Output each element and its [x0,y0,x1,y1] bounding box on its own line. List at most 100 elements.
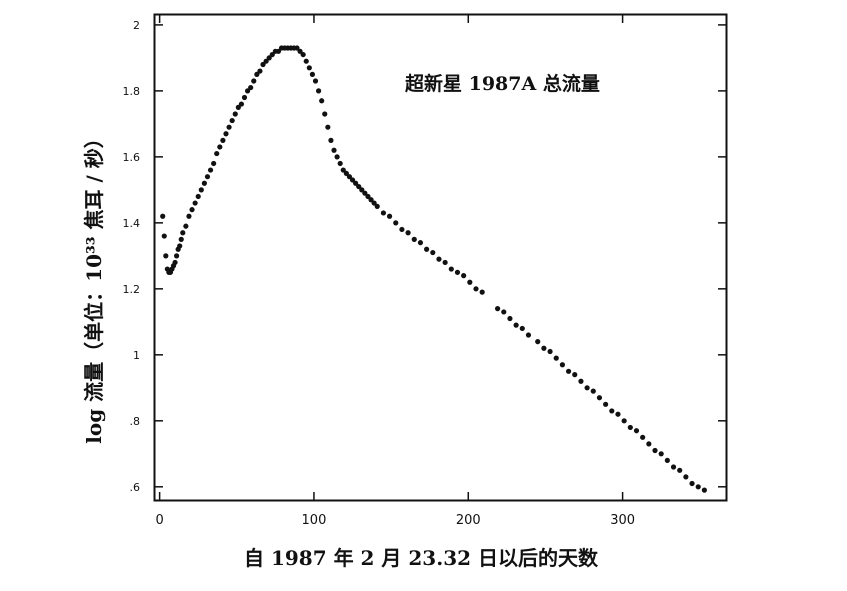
data-point [513,322,519,328]
data-point [174,253,180,259]
data-point [300,51,306,58]
data-point [211,160,217,167]
data-point [590,388,596,394]
data-point [238,101,245,107]
x-axis-label: 自 1987 年 2 月 23.32 日以后的天数 [244,546,599,570]
data-point [603,401,609,407]
data-point [507,315,513,322]
data-point [578,378,584,384]
chart-title: 超新星 1987A 总流量 [404,72,600,95]
data-point [646,441,652,447]
data-point [343,170,349,176]
data-point [596,395,603,401]
data-point [315,88,322,94]
data-point [380,210,386,216]
data-point [621,418,627,424]
data-point [479,289,485,295]
data-point [633,428,640,434]
data-point [177,243,183,249]
data-point [214,150,220,157]
y-tick-label: 1.6 [123,151,141,164]
data-point [232,111,238,117]
data-point [325,124,331,130]
data-point [368,197,374,203]
data-point [223,131,229,137]
data-point [172,259,178,266]
data-point [430,249,436,256]
data-point [186,213,192,219]
data-point [689,480,695,487]
data-point [541,345,547,351]
data-point [189,207,195,213]
data-point [340,167,346,173]
data-point [220,137,226,143]
y-axis-label: log 流量（单位：10³³ 焦耳 / 秒） [82,128,106,443]
x-tick-marks [158,15,624,500]
y-tick-label: 1 [133,349,140,362]
data-point [319,98,325,104]
y-tick-labels: .6 .8 1 1.2 1.4 1.6 1.8 2 [123,19,141,494]
data-point [241,94,248,101]
data-point [670,464,677,470]
data-point [269,51,275,58]
data-point [260,61,266,68]
data-point [359,187,365,193]
y-tick-label: 1.8 [123,85,141,98]
data-point [244,88,251,94]
data-point [160,213,166,219]
data-point [399,226,405,233]
x-tick-label: 200 [456,513,481,528]
data-point [161,233,167,239]
data-point [229,117,235,124]
data-point [386,213,393,219]
data-point [312,78,319,84]
data-point [627,424,633,431]
y-tick-label: 1.2 [123,283,141,296]
x-tick-labels: 0 100 200 300 [155,513,635,528]
data-point [535,339,541,345]
data-point [257,68,263,74]
data-point [207,167,214,173]
data-point [263,58,269,64]
data-point [572,372,578,378]
data-point [204,174,211,180]
data-point [365,193,371,200]
data-point [334,154,340,160]
y-tick-marks [155,24,726,488]
data-point [461,273,467,279]
data-point [525,332,532,338]
data-point [331,147,337,153]
data-point [652,447,658,454]
data-point [183,223,189,229]
data-point [251,78,257,84]
data-point [309,71,316,77]
data-point [306,65,312,71]
data-point [424,246,430,252]
data-point [349,177,356,183]
data-point [353,180,359,186]
data-point [442,259,448,266]
data-point [217,144,223,150]
data-point [701,487,707,493]
data-point [695,484,701,490]
data-point [559,362,566,368]
data-point [235,104,241,110]
data-point [303,58,309,64]
data-point [658,451,664,457]
data-point [495,306,501,312]
y-tick-label: .6 [130,481,141,494]
data-point [393,220,399,226]
data-point [195,193,201,200]
y-tick-label: 1.4 [123,217,141,230]
x-tick-label: 100 [302,513,327,528]
data-point [163,253,169,259]
data-point [297,48,303,54]
data-point [436,256,442,262]
data-point [615,411,621,417]
data-point [405,230,411,236]
data-point [248,84,254,91]
x-tick-label: 300 [610,513,635,528]
data-point [640,434,646,440]
data-point [328,137,334,143]
